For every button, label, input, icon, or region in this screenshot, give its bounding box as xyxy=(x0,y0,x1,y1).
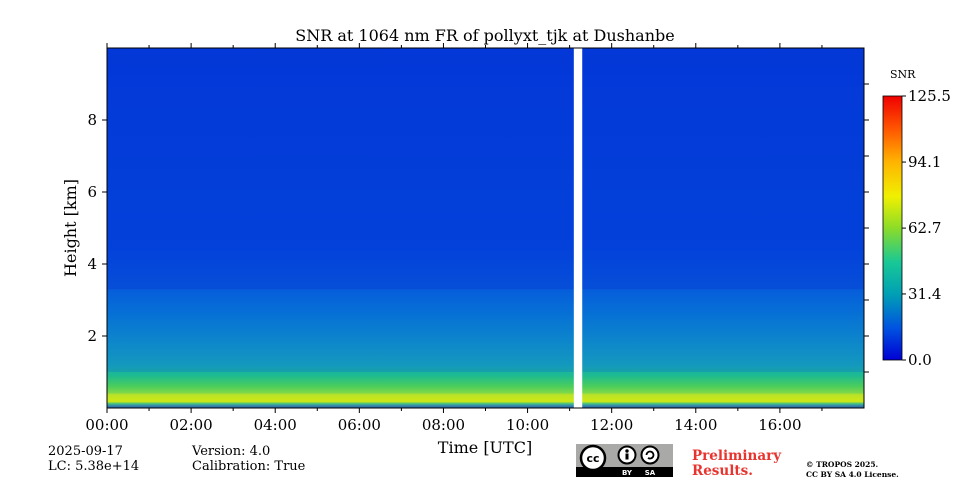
cc-icon-text: cc xyxy=(586,452,599,465)
x-tick-label: 02:00 xyxy=(169,416,212,434)
preliminary-line-1: Preliminary xyxy=(692,448,782,464)
x-axis-label: Time [UTC] xyxy=(438,438,532,457)
y-axis-label: Height [km] xyxy=(61,179,80,277)
layer-1 xyxy=(107,372,864,394)
colorbar-tick-label: 94.1 xyxy=(908,153,941,171)
x-tick-label: 14:00 xyxy=(674,416,717,434)
preliminary-line-2: Results. xyxy=(692,463,753,479)
y-tick-label: 6 xyxy=(87,183,97,201)
x-tick-label: 10:00 xyxy=(506,416,549,434)
footer-lc: LC: 5.38e+14 xyxy=(48,459,140,474)
copyright-line-1: © TROPOS 2025. xyxy=(806,460,879,469)
layer-0 xyxy=(107,393,864,408)
x-tick-label: 04:00 xyxy=(254,416,297,434)
license-by-label: BY xyxy=(622,469,633,477)
data-gap xyxy=(573,48,583,408)
colorbar-tick-label: 0.0 xyxy=(908,351,932,369)
snr-profile-background xyxy=(107,48,864,408)
sa-icon-arrow xyxy=(645,450,655,460)
plot-area xyxy=(106,47,865,409)
copyright: © TROPOS 2025. CC BY SA 4.0 License. xyxy=(806,460,899,480)
y-tick-label: 4 xyxy=(87,255,97,273)
layer-2 xyxy=(107,289,864,372)
preliminary-results: Preliminary Results. xyxy=(692,449,781,479)
x-tick-label: 00:00 xyxy=(85,416,128,434)
license-badge: cc BY SA xyxy=(576,444,673,477)
footer-version: Version: 4.0 xyxy=(192,444,271,459)
footer-middle: Version: 4.0 Calibration: True xyxy=(192,444,305,474)
colorbar-gradient xyxy=(882,95,903,361)
colorbar-tick-label: 31.4 xyxy=(908,285,941,303)
x-tick-label: 16:00 xyxy=(758,416,801,434)
by-icon-body xyxy=(625,453,629,460)
license-sa-label: SA xyxy=(645,469,656,477)
x-axis: 00:00 02:00 04:00 06:00 08:00 10:00 12:00 14:00… xyxy=(85,43,823,434)
y-tick-label: 2 xyxy=(87,327,97,345)
footer-calibration: Calibration: True xyxy=(192,459,306,474)
license-badge-footer xyxy=(576,467,673,477)
colorbar-tick-label: 62.7 xyxy=(908,219,941,237)
colorbar-label: SNR xyxy=(890,68,916,81)
footer-left: 2025-09-17 LC: 5.38e+14 xyxy=(48,444,139,474)
colorbar: SNR 0.0 31.4 62.7 94.1 125.5 xyxy=(882,68,951,369)
layer-3 xyxy=(107,48,864,290)
y-axis: 2 4 6 8 xyxy=(87,83,869,373)
footer-date: 2025-09-17 xyxy=(48,444,123,459)
y-tick-label: 8 xyxy=(87,111,97,129)
colorbar-tick-label: 125.5 xyxy=(908,87,951,105)
chart-title: SNR at 1064 nm FR of pollyxt_tjk at Dush… xyxy=(295,26,674,45)
copyright-line-2: CC BY SA 4.0 License. xyxy=(806,470,899,479)
cc-icon xyxy=(579,444,607,472)
x-tick-label: 08:00 xyxy=(422,416,465,434)
by-icon-head xyxy=(625,449,629,453)
x-tick-label: 06:00 xyxy=(338,416,381,434)
sa-icon xyxy=(640,445,660,465)
x-tick-label: 12:00 xyxy=(590,416,633,434)
